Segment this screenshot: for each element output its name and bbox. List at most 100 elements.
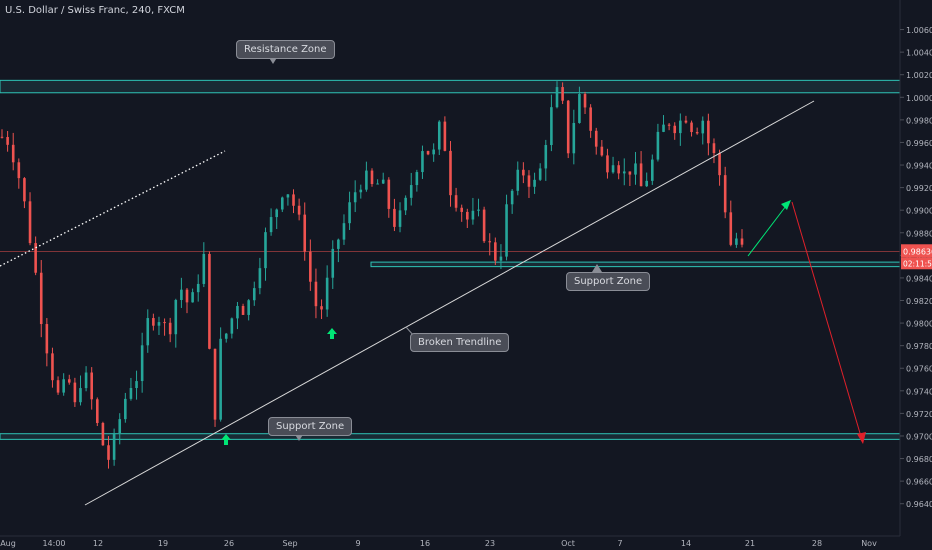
candle-body: [426, 151, 430, 155]
candle-body: [45, 324, 49, 354]
candle-body: [331, 248, 335, 278]
candle-body: [67, 379, 71, 383]
candle-body: [174, 300, 178, 335]
support-zone-lower-label[interactable]: Support Zone: [268, 417, 353, 436]
up-arrow-0: [327, 328, 337, 339]
candle-body: [146, 318, 150, 346]
candle-body: [712, 143, 716, 154]
candle-body: [96, 399, 99, 423]
candle-body: [28, 201, 32, 244]
candle-body: [701, 120, 705, 134]
candle-body: [443, 121, 447, 151]
x-tick-label: 14:00: [42, 539, 65, 548]
y-tick-label: 1.00600: [906, 26, 932, 35]
candle-body: [34, 243, 37, 273]
candle-body: [589, 107, 592, 131]
candle-body: [656, 131, 660, 160]
candle-body: [213, 348, 217, 420]
candle-body: [353, 192, 357, 203]
x-tick-label: Sep: [282, 539, 297, 548]
candle-body: [258, 268, 262, 289]
candles-layer: [0, 81, 744, 469]
candle-body: [651, 159, 654, 181]
candle-body: [690, 122, 693, 133]
candle-body: [118, 419, 122, 433]
candle-body: [359, 189, 363, 193]
candle-body: [538, 168, 542, 180]
candle-body: [634, 163, 637, 175]
candle-body: [488, 241, 492, 243]
candle-body: [622, 171, 626, 174]
y-tick-label: 1.00400: [906, 49, 932, 58]
candle-body: [264, 232, 267, 269]
candle-body: [325, 277, 329, 310]
zone-band-1: [370, 261, 901, 268]
x-tick-label: Oct: [561, 539, 575, 548]
zone-band-0: [0, 79, 901, 94]
countdown-badge: [901, 257, 932, 270]
candle-body: [286, 194, 290, 198]
candle-body: [645, 180, 648, 187]
candle-body: [320, 306, 323, 310]
broken-trendline-label[interactable]: Broken Trendline: [410, 333, 510, 352]
candle-body: [723, 175, 727, 213]
candle-body: [124, 398, 127, 420]
candle-body: [269, 217, 273, 233]
resistance-zone-label[interactable]: Resistance Zone: [236, 40, 335, 59]
price-axis-bg: [900, 0, 932, 550]
candle-body: [168, 322, 172, 335]
candle-body: [662, 124, 665, 132]
candle-body: [667, 124, 671, 126]
candle-body: [673, 125, 677, 134]
candle-body: [510, 190, 514, 205]
candle-body: [600, 146, 604, 156]
dotted-channel-line: [0, 150, 226, 267]
candle-body: [56, 380, 60, 393]
support-zone-upper-label[interactable]: Support Zone: [566, 272, 651, 291]
x-tick-label: Nov: [861, 539, 877, 548]
candle-body: [236, 305, 239, 319]
candle-body: [729, 212, 733, 245]
candle-body: [381, 179, 385, 184]
up-arrow-1: [221, 434, 231, 445]
candle-body: [135, 381, 138, 389]
zones-layer: [0, 79, 901, 440]
candle-body: [460, 207, 463, 212]
green-projection-arrowhead: [781, 200, 791, 210]
candle-body: [107, 445, 110, 460]
candle-body: [583, 94, 587, 108]
current-price-label: 0.98636: [903, 247, 932, 256]
candle-body: [202, 253, 206, 284]
candle-body: [454, 195, 458, 208]
candle-body: [365, 170, 368, 190]
candle-body: [196, 283, 200, 293]
candle-body: [499, 256, 503, 261]
candle-body: [718, 153, 721, 176]
candle-body: [157, 322, 161, 326]
candle-body: [572, 122, 576, 154]
x-tick-label: 9: [355, 539, 360, 548]
zone-band-2: [0, 433, 901, 440]
candle-body: [252, 288, 256, 301]
candle-body: [387, 179, 391, 209]
candle-body: [594, 130, 598, 147]
candle-body: [561, 87, 564, 101]
candle-body: [292, 194, 295, 206]
candle-body: [247, 300, 250, 315]
green-projection-line: [747, 201, 790, 257]
candle-body: [241, 305, 245, 315]
candle-body: [17, 162, 21, 179]
x-tick-label: 28: [812, 539, 822, 548]
candle-body: [297, 205, 301, 215]
